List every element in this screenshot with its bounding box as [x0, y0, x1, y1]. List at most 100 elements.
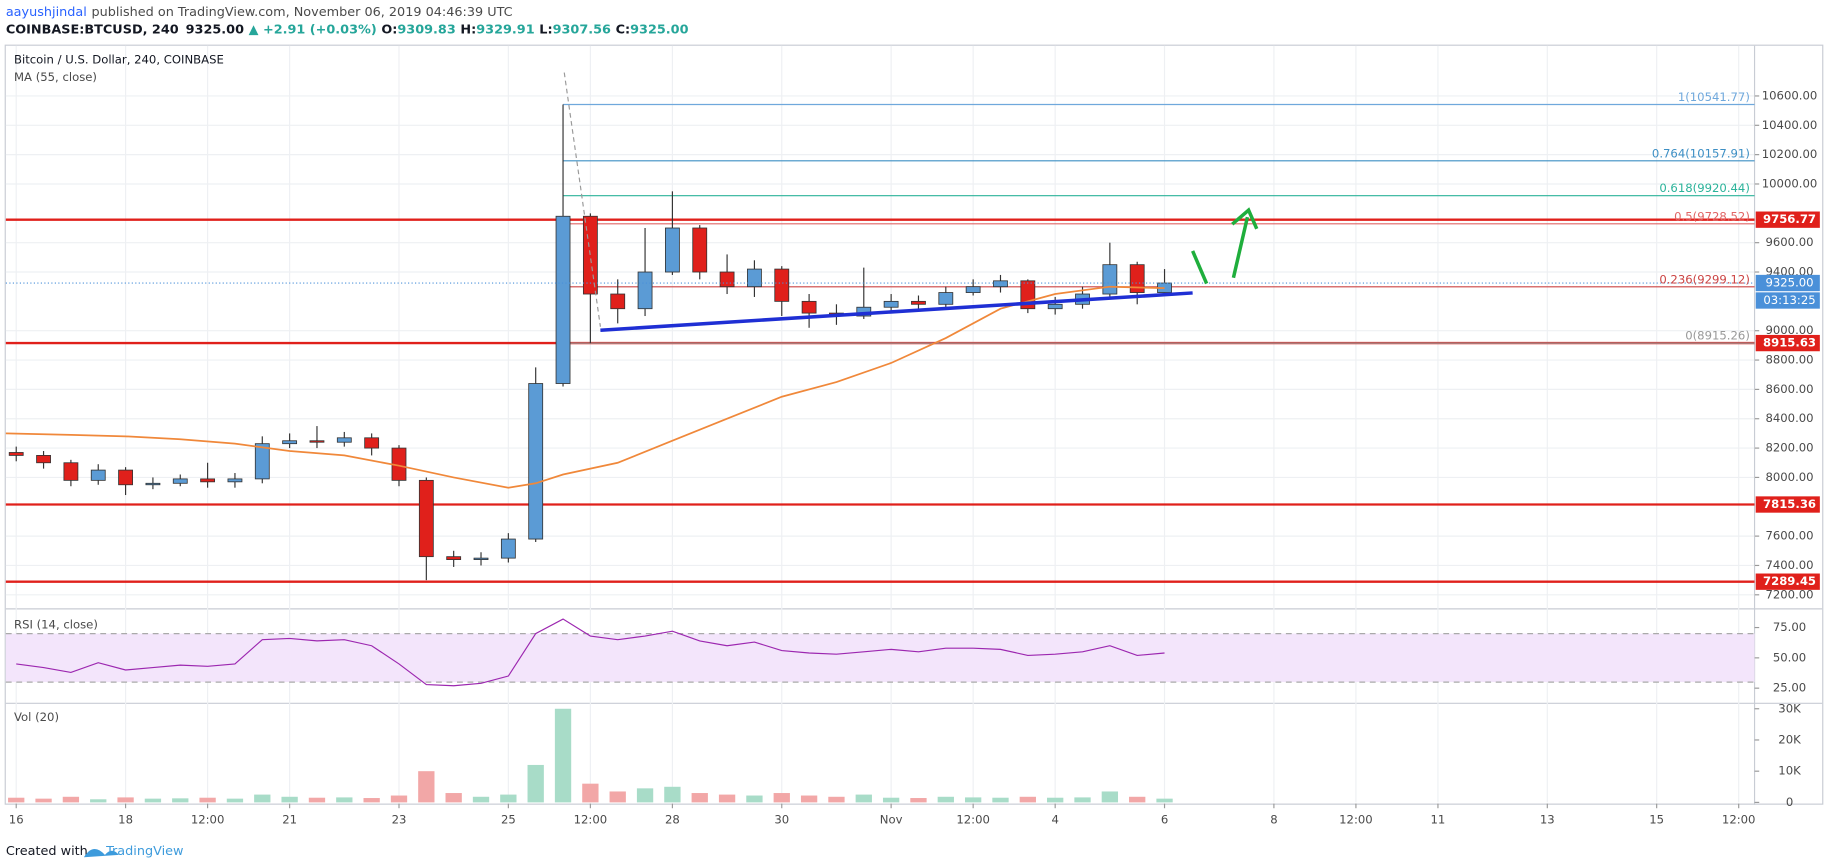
candle-body — [336, 437, 352, 443]
fib-trend — [563, 72, 601, 327]
last-price-tag — [1755, 274, 1820, 292]
y-tick-label: 8400.00 — [1765, 411, 1813, 425]
y-tick-label: 10600.00 — [1762, 88, 1818, 102]
ohlc-value: 9309.83 — [397, 22, 455, 37]
y-tick-label: 7400.00 — [1765, 558, 1813, 572]
volume-bar — [500, 794, 517, 803]
volume-bar — [992, 797, 1009, 803]
volume-bar — [90, 799, 107, 803]
candle-body — [200, 478, 216, 483]
x-tick-label: 28 — [665, 812, 680, 826]
candle-body — [774, 268, 790, 302]
ohlc-key: L: — [539, 22, 552, 37]
volume-bar — [336, 797, 353, 803]
candle-body — [1047, 303, 1063, 310]
volume-bar — [363, 798, 380, 803]
x-tick-label: 12:00 — [191, 812, 225, 826]
y-tick-label: 10000.00 — [1762, 176, 1818, 190]
volume-bar — [964, 797, 982, 803]
countdown-tag — [1755, 292, 1820, 309]
candle-body — [90, 469, 106, 481]
volume-bar — [1047, 797, 1064, 803]
volume-bar — [910, 798, 927, 803]
volume-bar — [609, 791, 626, 803]
y-tick-label: 7200.00 — [1765, 587, 1813, 601]
ohlc-key: O: — [381, 22, 397, 37]
y-tick-label: 10K — [1778, 764, 1801, 778]
x-tick-label: Nov — [880, 812, 903, 826]
fib-label: 1(10541.77) — [1678, 90, 1750, 104]
symbol: COINBASE:BTCUSD, 240 — [6, 22, 179, 37]
level-label: 7289.45 — [1763, 574, 1816, 588]
y-tick-label: 9000.00 — [1765, 323, 1813, 337]
ma-line — [5, 285, 1165, 489]
ohlc-key: H: — [460, 22, 476, 37]
y-tick-label: 9600.00 — [1765, 235, 1813, 249]
candle-body — [364, 437, 380, 449]
candle-body — [418, 479, 434, 558]
candle-body — [582, 215, 598, 295]
candle-body — [172, 478, 188, 484]
arrow-head — [1231, 207, 1259, 230]
volume-bar — [1074, 797, 1091, 803]
ma-legend: MA (55, close) — [14, 70, 97, 84]
candle-body — [692, 227, 708, 273]
volume-bar — [8, 797, 25, 803]
volume-bar — [1101, 791, 1119, 803]
price: 9325.00 — [186, 22, 244, 37]
y-tick-label: 8000.00 — [1765, 470, 1813, 484]
y-tick-label: 20K — [1778, 732, 1801, 746]
candle-body — [118, 469, 133, 486]
volume-bar — [773, 793, 790, 803]
volume-bar — [691, 793, 708, 803]
level-tag — [1755, 496, 1820, 513]
candle-body — [664, 227, 680, 273]
volume-bar — [254, 794, 271, 803]
footer-brand: TradingView — [105, 844, 183, 859]
x-tick-label: 12:00 — [1339, 812, 1373, 826]
candle-body — [528, 383, 544, 540]
volume-bar — [172, 798, 189, 803]
x-tick-label: 23 — [392, 812, 407, 826]
trend-line — [600, 291, 1193, 332]
volume-bar — [882, 797, 900, 803]
x-tick-label: 6 — [1161, 812, 1168, 826]
green-stroke — [1191, 250, 1209, 285]
candle-body — [938, 292, 954, 305]
x-tick-label: 18 — [118, 812, 133, 826]
volume-bar — [445, 793, 462, 803]
candle-body — [883, 300, 899, 308]
candle-body — [36, 455, 51, 464]
x-tick-label: 15 — [1649, 812, 1664, 826]
volume-bar — [1129, 796, 1146, 803]
marks — [5, 103, 1755, 803]
fib-label: 0.764(10157.91) — [1652, 146, 1750, 160]
candle-body — [747, 268, 762, 288]
volume-bar — [746, 795, 763, 803]
level-label: 8915.63 — [1763, 336, 1816, 350]
ohlc-value: 9307.56 — [553, 22, 611, 37]
rsi-title: RSI (14, close) — [14, 618, 98, 632]
volume-bar — [527, 764, 544, 803]
volume-bar — [226, 798, 244, 803]
volume-bar — [144, 798, 162, 803]
volume-bar — [35, 798, 52, 803]
volume-bar — [582, 783, 599, 803]
fib-label: 0(8915.26) — [1685, 329, 1750, 343]
volume-bar — [199, 797, 216, 803]
x-tick-label: 8 — [1270, 812, 1277, 826]
candle-body — [1102, 264, 1118, 295]
y-tick-label: 50.00 — [1773, 650, 1806, 664]
y-tick-label: 8600.00 — [1765, 382, 1813, 396]
fib-label: 0.5(9728.52) — [1674, 209, 1750, 223]
x-tick-label: 21 — [282, 812, 297, 826]
y-tick-label: 7600.00 — [1765, 529, 1813, 543]
candle-body — [610, 293, 626, 310]
volume-bar — [1156, 798, 1173, 803]
x-tick-label: 12:00 — [956, 812, 990, 826]
x-tick-label: 11 — [1431, 812, 1446, 826]
green-arrow — [1231, 216, 1250, 279]
level-label: 9756.77 — [1763, 212, 1816, 226]
y-tick-label: 25.00 — [1773, 681, 1806, 695]
